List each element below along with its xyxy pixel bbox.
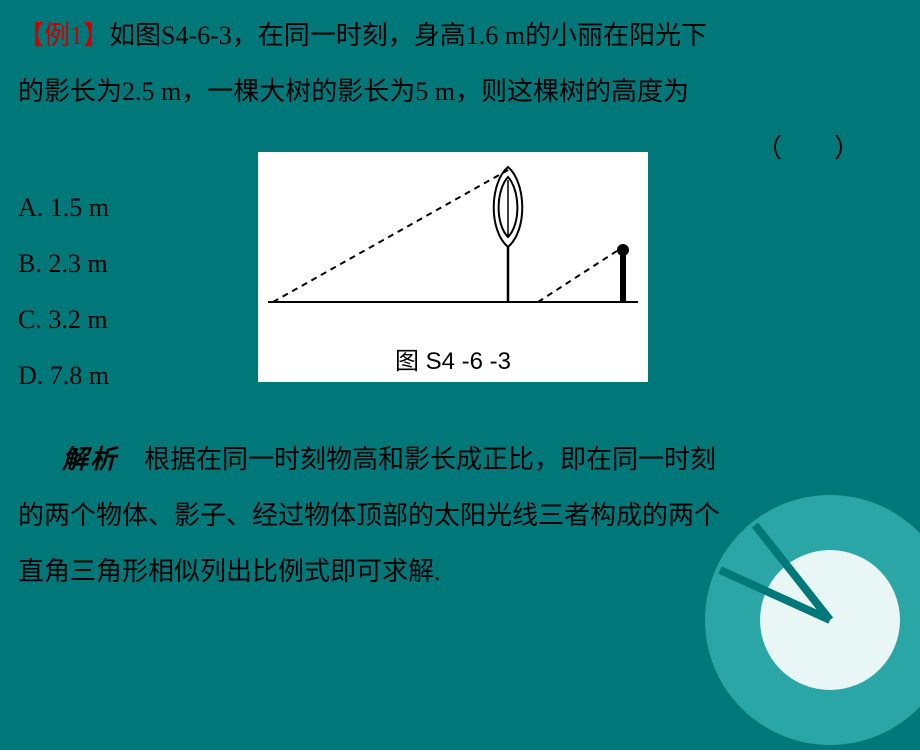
answer-parentheses: （ ）: [756, 128, 860, 165]
person-body: [620, 252, 626, 302]
sun-ray-tree: [273, 170, 508, 302]
options-list: A. 1.5 m B. 2.3 m C. 3.2 m D. 7.8 m: [18, 180, 109, 404]
explain-label: 解析: [62, 444, 118, 474]
figure-caption: 图 S4 -6 -3: [258, 341, 648, 376]
figure-svg: [258, 152, 648, 347]
option-d: D. 7.8 m: [18, 348, 109, 404]
problem-line-1: 【例1】如图S4-6-3，在同一时刻，身高1.6 m的小丽在阳光下: [18, 18, 707, 54]
problem-line-2: 的影长为2.5 m，一棵大树的影长为5 m，则这棵树的高度为: [18, 74, 689, 110]
person-head: [617, 244, 629, 256]
option-a: A. 1.5 m: [18, 180, 109, 236]
problem-line-1-text: 如图S4-6-3，在同一时刻，身高1.6 m的小丽在阳光下: [109, 21, 707, 50]
option-b: B. 2.3 m: [18, 236, 109, 292]
option-c: C. 3.2 m: [18, 292, 109, 348]
sun-ray-person: [538, 247, 623, 302]
explain-p1: 根据在同一时刻物高和影长成正比，即在同一时刻: [118, 445, 716, 474]
figure: 图 S4 -6 -3: [258, 152, 648, 382]
decorative-circles: [700, 490, 920, 750]
example-label: 【例1】: [18, 21, 109, 50]
explain-line-1: 解析 根据在同一时刻物高和影长成正比，即在同一时刻: [18, 432, 890, 488]
